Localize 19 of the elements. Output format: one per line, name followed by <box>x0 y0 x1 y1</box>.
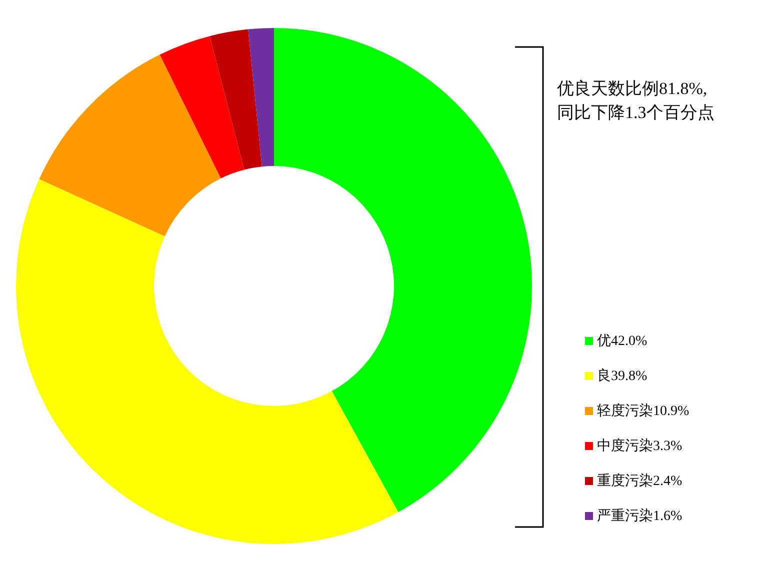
legend-label: 优 <box>597 334 611 348</box>
legend-label: 重度污染 <box>597 474 653 488</box>
donut-slice <box>248 28 274 167</box>
data-label: 42.0% <box>611 334 648 348</box>
donut-slice <box>210 29 262 170</box>
data-label: 1.6% <box>653 508 682 524</box>
donut-slice <box>274 28 532 512</box>
data-label: 3.3% <box>653 438 682 454</box>
data-label: 10.9% <box>653 404 690 418</box>
donut-slice <box>16 179 398 544</box>
legend-label: 良 <box>597 368 611 384</box>
donut-slice <box>39 54 221 236</box>
donut-slice <box>160 36 244 178</box>
legend-label: 轻度污染 <box>597 404 653 418</box>
data-label: 39.8% <box>611 368 648 384</box>
text: 优良天数比例81.8%, 同比下降1.3个百分点 <box>557 78 714 124</box>
legend-label: 严重污染 <box>597 508 653 524</box>
legend-label: 中度污染 <box>597 438 653 454</box>
data-label: 2.4% <box>653 474 682 488</box>
